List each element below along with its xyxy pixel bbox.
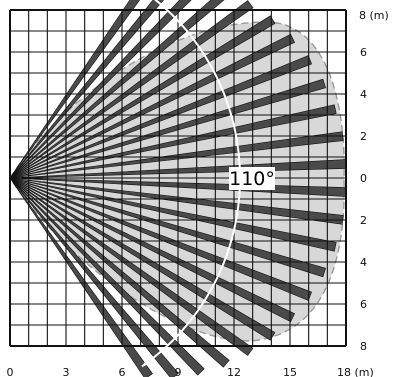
detection-beam	[9, 177, 337, 252]
detection-beam	[9, 78, 326, 179]
x-tick-label: 9	[175, 366, 182, 377]
y-tick-label: 2	[360, 130, 367, 143]
arc-arrowhead	[149, 0, 151, 2]
detection-beam	[9, 177, 179, 377]
detection-beam	[9, 0, 141, 179]
arc-arrowhead	[141, 354, 156, 367]
x-tick-label: 15	[283, 366, 297, 377]
detection-beam	[9, 177, 153, 377]
x-tick-label: 3	[63, 366, 70, 377]
y-tick-label: 2	[360, 214, 367, 227]
detection-beam	[9, 0, 164, 179]
y-axis-unit-label: 8 (m)	[359, 9, 389, 22]
y-tick-label: 8	[360, 340, 367, 353]
detection-beam	[9, 177, 326, 278]
grid	[9, 9, 347, 347]
y-tick-label: 4	[360, 88, 367, 101]
detection-beam	[9, 0, 192, 179]
detection-beam	[9, 177, 296, 323]
detection-beam	[9, 177, 205, 376]
detection-beam	[9, 177, 254, 356]
x-axis-unit-label: 18 (m)	[337, 366, 374, 377]
detection-beam	[9, 177, 230, 368]
y-tick-label: 6	[360, 46, 367, 59]
y-tick-label: 0	[360, 172, 367, 185]
y-tick-label: 6	[360, 298, 367, 311]
y-axis-ticks: 6 4 2 0 2 4 6 8	[360, 46, 367, 353]
detection-beam	[9, 0, 254, 179]
detection-beam	[9, 33, 296, 179]
angle-label: 110°	[229, 168, 275, 190]
angle-label-box	[229, 167, 275, 190]
x-tick-label: 0	[7, 366, 14, 377]
x-tick-label: 6	[119, 366, 126, 377]
x-axis-ticks: 0 3 6 9 12 15	[7, 366, 298, 377]
detection-beam	[9, 0, 225, 179]
x-tick-label: 12	[227, 366, 241, 377]
detection-beam	[9, 104, 337, 179]
detection-beams	[9, 0, 348, 377]
y-tick-label: 4	[360, 256, 367, 269]
